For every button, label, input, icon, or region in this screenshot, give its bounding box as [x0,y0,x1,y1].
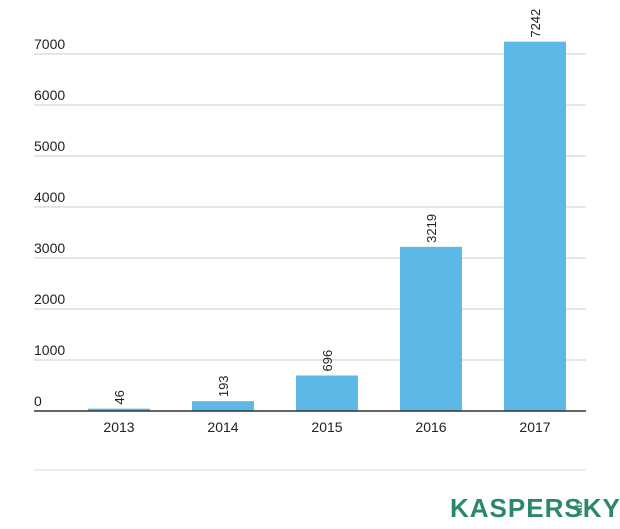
data-label-2016: 3219 [424,214,439,243]
y-tick-label: 5000 [34,138,65,154]
bar-2016 [400,246,462,411]
logo-brand-text: KASPERSKY [450,493,620,523]
x-tick-label-2015: 2015 [311,419,342,435]
x-tick-label-2016: 2016 [415,419,446,435]
data-label-2013: 46 [112,390,127,404]
x-axis-tick-labels: 2013 2014 2015 2016 2017 [103,419,550,435]
y-tick-label: 1000 [34,342,65,358]
bars [88,41,566,412]
y-axis-tick-labels: 0 1000 2000 3000 4000 5000 6000 7000 [34,36,65,409]
gridlines [34,53,586,361]
bar-2017 [504,41,566,412]
y-tick-label: 6000 [34,87,65,103]
y-tick-label: 4000 [34,189,65,205]
x-tick-label-2014: 2014 [207,419,238,435]
y-tick-label: 2000 [34,291,65,307]
bar-data-labels: 46 193 696 3219 7242 [112,9,543,405]
x-tick-label-2013: 2013 [103,419,134,435]
kaspersky-lab-logo: KASPERSKY lab [450,493,620,523]
y-tick-label: 3000 [34,240,65,256]
y-tick-label: 7000 [34,36,65,52]
x-tick-label-2017: 2017 [519,419,550,435]
bar-2013 [88,408,150,411]
data-label-2015: 696 [320,350,335,372]
data-label-2017: 7242 [528,9,543,38]
data-label-2014: 193 [216,375,231,397]
y-tick-label: 0 [34,393,42,409]
bar-2014 [192,401,254,411]
logo-sub-text: lab [574,502,585,516]
bar-2015 [296,375,358,411]
